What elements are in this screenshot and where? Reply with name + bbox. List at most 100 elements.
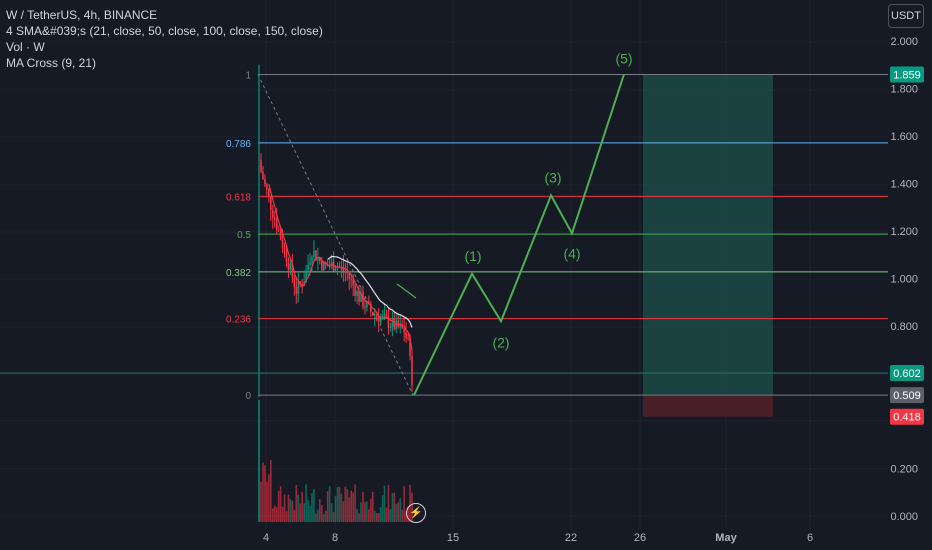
currency-button[interactable]: USDT: [888, 4, 924, 28]
volume-bar: [266, 481, 268, 522]
candle-body: [356, 291, 358, 296]
profit-zone: [643, 74, 773, 396]
volume-bar: [315, 513, 317, 522]
y-tick-label: 1.200: [890, 226, 918, 238]
candle-body: [389, 326, 392, 328]
price-badge: [890, 365, 924, 382]
volume-bar: [275, 507, 278, 522]
volume-bar: [322, 513, 325, 522]
ma-slow-line: [327, 255, 413, 328]
volume-bar: [285, 511, 288, 522]
volume-bar: [332, 511, 335, 522]
candle-body: [358, 291, 360, 302]
candle-body: [411, 356, 413, 386]
volume-bar: [370, 498, 372, 522]
candle-body: [270, 196, 272, 210]
symbol-title[interactable]: W / TetherUS, 4h, BINANCE: [6, 8, 158, 22]
volume-bar: [273, 505, 276, 522]
volume-bar: [281, 506, 284, 522]
candle-body: [297, 281, 300, 294]
candle-body: [305, 270, 307, 282]
candle-body: [366, 302, 368, 308]
volume-bar: [283, 494, 286, 522]
ma-cross-indicator-label[interactable]: MA Cross (9, 21): [6, 56, 97, 70]
candle-body: [291, 263, 294, 278]
lightning-icon[interactable]: ⚡: [406, 503, 426, 523]
volume-bar: [268, 474, 270, 522]
candle-body: [397, 320, 400, 328]
y-tick-label: 1.800: [890, 84, 918, 96]
x-tick-label: 8: [332, 532, 338, 544]
candle-body: [379, 317, 382, 322]
volume-bar: [340, 493, 343, 522]
candle-body: [293, 277, 296, 288]
volume-bar: [362, 491, 364, 522]
candle-body: [373, 314, 376, 316]
candle-body: [364, 306, 366, 308]
volume-bar: [358, 513, 360, 522]
volume-bar: [319, 499, 321, 522]
fib-label: 0.236: [226, 315, 251, 326]
candle-body: [350, 278, 353, 280]
volume-bar: [301, 491, 303, 522]
y-tick-label: 0.800: [890, 321, 918, 333]
y-tick-label: 1.600: [890, 131, 918, 143]
candle-body: [271, 209, 274, 218]
volume-bar: [326, 491, 329, 522]
candle-body: [320, 261, 323, 271]
candle-body: [381, 315, 384, 318]
fib-label: 0.786: [226, 139, 251, 150]
y-tick-label: 2.000: [890, 36, 918, 48]
volume-bar: [403, 486, 405, 522]
volume-bar: [289, 499, 292, 522]
volume-bar: [391, 492, 394, 522]
candle-body: [315, 250, 317, 261]
volume-bar: [293, 510, 296, 522]
candle-body: [311, 256, 313, 263]
fib-label: 0.618: [226, 192, 251, 203]
candle-body: [352, 279, 354, 286]
wave-label: (1): [464, 248, 481, 264]
candle-body: [317, 257, 319, 261]
candle-body: [391, 318, 394, 327]
candle-body: [336, 266, 339, 269]
volume-bar: [348, 497, 351, 522]
candle-body: [387, 316, 390, 328]
volume-bar: [291, 500, 294, 522]
volume-indicator-label[interactable]: Vol · W: [6, 40, 45, 54]
volume-bar: [397, 502, 400, 522]
volume-bar: [342, 501, 345, 522]
candle-body: [377, 316, 380, 322]
candle-body: [275, 219, 278, 230]
volume-bar: [320, 505, 323, 522]
fib-label: 0: [245, 391, 251, 402]
ma-fast-line: [268, 183, 413, 351]
y-tick-label: 0.000: [890, 511, 918, 523]
sma-indicator-label[interactable]: 4 SMA&#039;s (21, close, 50, close, 100,…: [6, 24, 323, 38]
volume-bar: [401, 509, 403, 522]
volume-bar: [356, 508, 358, 522]
candle-body: [262, 171, 264, 180]
volume-bar: [303, 503, 305, 522]
candle-body: [348, 273, 351, 279]
volume-bar: [346, 489, 349, 522]
x-tick-label: 15: [447, 532, 459, 544]
candle-body: [383, 314, 386, 316]
volume-bar: [307, 499, 309, 522]
volume-bar: [287, 494, 290, 522]
candle-body: [407, 337, 409, 339]
volume-bar: [309, 506, 311, 522]
candle-body: [319, 257, 321, 262]
candle-body: [285, 248, 288, 262]
volume-bar: [387, 485, 390, 522]
volume-bar: [371, 491, 374, 522]
volume-bar: [375, 513, 378, 522]
volume-bar: [379, 507, 382, 522]
x-tick-label: 4: [263, 532, 269, 544]
y-tick-label: 0.200: [890, 464, 918, 476]
volume-bar: [360, 502, 362, 522]
volume-bar: [352, 492, 354, 522]
volume-bar: [395, 503, 398, 522]
price-badge: [890, 408, 924, 425]
